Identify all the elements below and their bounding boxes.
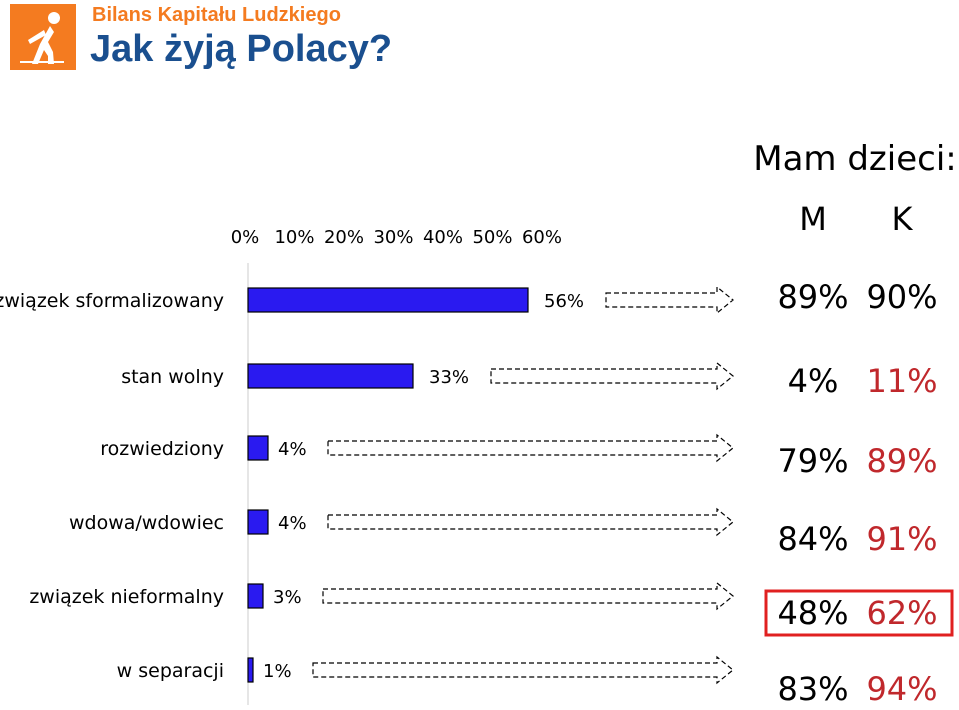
table-cell-m: 89% xyxy=(777,278,848,316)
data-label: 56% xyxy=(544,291,584,312)
table-cell-m: 84% xyxy=(777,520,848,558)
data-label: 4% xyxy=(278,513,307,534)
table-cell-k: 62% xyxy=(866,594,937,632)
table-title: Mam dzieci: xyxy=(753,139,957,179)
table-cell-m: 48% xyxy=(777,594,848,632)
category-label: rozwiedziony xyxy=(100,438,224,460)
table-cell-k: 91% xyxy=(866,520,937,558)
x-tick-label: 0% xyxy=(231,227,260,248)
x-tick-label: 50% xyxy=(472,227,512,248)
table-cell-k: 89% xyxy=(866,442,937,480)
data-label: 4% xyxy=(278,439,307,460)
x-tick-label: 30% xyxy=(373,227,413,248)
arrow-icon xyxy=(327,507,734,537)
table-cell-k: 94% xyxy=(866,670,937,708)
category-label: stan wolny xyxy=(121,366,224,388)
data-label: 1% xyxy=(263,661,292,682)
x-tick-label: 40% xyxy=(423,227,463,248)
bar xyxy=(247,435,269,461)
column-header-m: M xyxy=(799,200,827,238)
arrow-icon xyxy=(327,433,734,463)
arrow-icon xyxy=(322,581,734,611)
bar xyxy=(247,363,414,389)
arrow-icon xyxy=(312,655,734,685)
table-cell-m: 4% xyxy=(788,362,839,400)
bar xyxy=(247,657,254,683)
table-cell-k: 90% xyxy=(866,278,937,316)
x-tick-label: 60% xyxy=(522,227,562,248)
category-label: w separacji xyxy=(117,660,224,682)
table-cell-k: 11% xyxy=(866,362,937,400)
bar xyxy=(247,287,529,313)
page-title: Jak żyją Polacy? xyxy=(90,28,393,70)
category-label: wdowa/wdowiec xyxy=(69,512,224,534)
data-label: 3% xyxy=(273,587,302,608)
x-tick-label: 10% xyxy=(274,227,314,248)
category-label: związek nieformalny xyxy=(29,586,224,608)
logo-icon xyxy=(10,4,76,70)
category-label: związek sformalizowany xyxy=(0,290,224,312)
data-label: 33% xyxy=(429,367,469,388)
bar xyxy=(247,509,269,535)
highlight-box xyxy=(764,589,954,637)
column-header-k: K xyxy=(892,200,914,238)
x-tick-label: 20% xyxy=(324,227,364,248)
table-cell-m: 83% xyxy=(777,670,848,708)
arrow-icon xyxy=(490,361,734,391)
arrow-icon xyxy=(605,285,734,315)
bar xyxy=(247,583,264,609)
table-cell-m: 79% xyxy=(777,442,848,480)
header-subtitle: Bilans Kapitału Ludzkiego xyxy=(92,4,341,26)
